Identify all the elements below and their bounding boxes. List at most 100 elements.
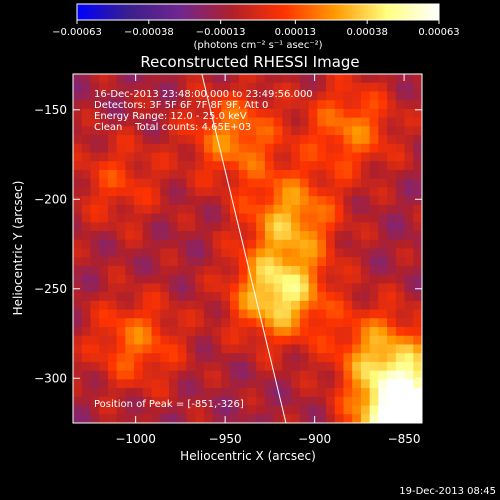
heatmap-cell — [142, 257, 153, 267]
heatmap-cell — [247, 161, 257, 171]
heatmap-cell — [142, 196, 153, 206]
heatmap-cell — [317, 361, 327, 372]
heatmap-cell — [352, 117, 362, 127]
annotation-detectors: Detectors: 3F 5F 6F 7F 8F 9F, Att 0 — [94, 100, 268, 111]
heatmap-cell — [151, 361, 161, 372]
heatmap-cell — [195, 396, 205, 407]
heatmap-cell — [195, 309, 205, 319]
heatmap-cell — [177, 222, 188, 232]
heatmap-cell — [343, 196, 353, 206]
heatmap-cell — [125, 91, 135, 101]
heatmap-cell — [99, 248, 109, 258]
heatmap-cell — [142, 265, 153, 276]
heatmap-cell — [308, 344, 318, 354]
heatmap-cell — [282, 300, 292, 311]
heatmap-cell — [282, 361, 292, 372]
heatmap-cell — [291, 222, 301, 232]
heatmap-cell — [195, 100, 205, 110]
heatmap-cell — [256, 161, 266, 171]
heatmap-cell — [256, 274, 266, 284]
heatmap-cell — [317, 370, 327, 380]
heatmap-cell — [247, 300, 257, 311]
heatmap-cell — [221, 126, 231, 136]
heatmap-cell — [291, 300, 301, 311]
heatmap-cell — [299, 82, 310, 93]
heatmap-cell — [195, 361, 205, 372]
heatmap-cell — [90, 405, 100, 415]
heatmap-cell — [291, 248, 301, 258]
peak-position-label: Position of Peak = [-851,-326] — [94, 399, 244, 410]
heatmap-cell — [177, 265, 188, 276]
heatmap-cell — [387, 257, 397, 267]
heatmap-cell — [73, 126, 83, 136]
heatmap-cell — [81, 353, 92, 363]
heatmap-cell — [107, 309, 118, 319]
heatmap-cell — [221, 143, 231, 154]
heatmap-cell — [282, 396, 292, 407]
heatmap-cell — [264, 248, 275, 258]
heatmap-cell — [395, 74, 406, 84]
heatmap-cell — [186, 213, 196, 223]
heatmap-cell — [413, 292, 422, 302]
heatmap-cell — [360, 231, 371, 241]
heatmap-cell — [116, 213, 126, 223]
heatmap-cell — [343, 265, 353, 276]
heatmap-cell — [160, 292, 170, 302]
heatmap-cell — [177, 292, 188, 302]
heatmap-cell — [334, 169, 345, 180]
heatmap-cell — [352, 74, 362, 84]
heatmap-cell — [134, 265, 144, 276]
heatmap-cell — [404, 388, 414, 398]
heatmap-cell — [352, 388, 362, 398]
heatmap-cell — [81, 213, 92, 223]
heatmap-cell — [317, 274, 327, 284]
heatmap-cell — [247, 335, 257, 346]
heatmap-cell — [360, 74, 371, 84]
heatmap-cell — [116, 135, 126, 145]
heatmap-cell — [238, 292, 249, 302]
heatmap-cell — [134, 335, 144, 346]
heatmap-cell — [186, 274, 196, 284]
heatmap-cell — [343, 248, 353, 258]
heatmap-cell — [90, 283, 100, 293]
heatmap-cell — [378, 379, 388, 389]
heatmap-cell — [151, 204, 161, 215]
heatmap-cell — [99, 196, 109, 206]
heatmap-cell — [186, 379, 196, 389]
heatmap-cell — [238, 187, 249, 197]
heatmap-cell — [177, 178, 188, 189]
heatmap-cell — [299, 231, 310, 241]
heatmap-cell — [90, 292, 100, 302]
heatmap-cell — [378, 257, 388, 267]
heatmap-cell — [177, 344, 188, 354]
heatmap-cell — [247, 231, 257, 241]
heatmap-cell — [168, 213, 179, 223]
heatmap-cell — [238, 361, 249, 372]
heatmap-cell — [395, 388, 406, 398]
heatmap-cell — [168, 257, 179, 267]
heatmap-cell — [90, 300, 100, 311]
heatmap-cell — [247, 353, 257, 363]
heatmap-cell — [291, 82, 301, 93]
heatmap-cell — [203, 169, 214, 180]
heatmap-cell — [203, 257, 214, 267]
heatmap-cell — [238, 248, 249, 258]
heatmap-cell — [151, 108, 161, 119]
heatmap-cell — [404, 300, 414, 311]
heatmap-cell — [125, 344, 135, 354]
heatmap-cell — [151, 152, 161, 162]
heatmap-cell — [160, 318, 170, 328]
heatmap-cell — [334, 309, 345, 319]
heatmap-cell — [125, 327, 135, 337]
heatmap-cell — [73, 379, 83, 389]
heatmap-cell — [317, 187, 327, 197]
heatmap-cell — [160, 161, 170, 171]
heatmap-cell — [186, 169, 196, 180]
heatmap-cell — [369, 222, 379, 232]
heatmap-cell — [308, 309, 318, 319]
heatmap-cell — [203, 91, 214, 101]
heatmap-cell — [177, 248, 188, 258]
heatmap-cell — [352, 143, 362, 154]
heatmap-cell — [107, 335, 118, 346]
heatmap-cell — [343, 309, 353, 319]
